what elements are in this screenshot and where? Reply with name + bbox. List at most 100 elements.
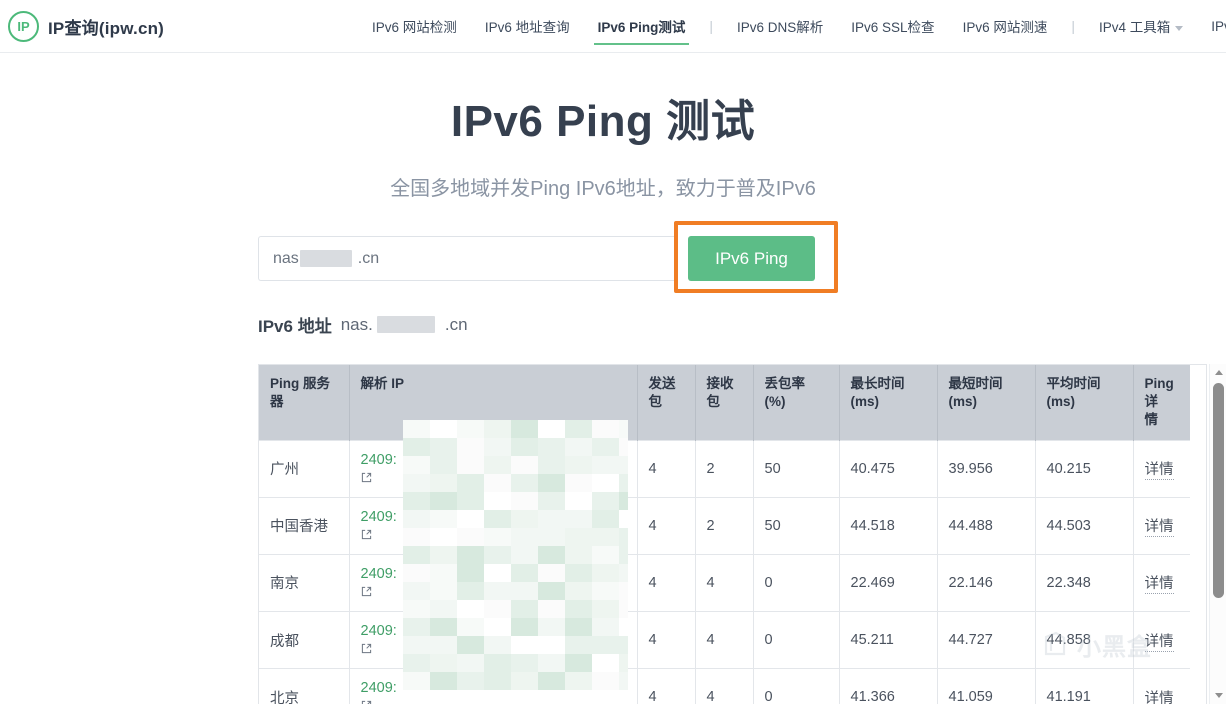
brand[interactable]: IP IP查询(ipw.cn)	[8, 10, 165, 42]
external-link-icon[interactable]	[361, 643, 372, 654]
column-header-0: Ping 服务器	[259, 365, 350, 441]
table-row: 南京 2409: 4 4 0 22.469 22.146 22.348 详情	[259, 553, 1190, 612]
scroll-down-arrow-icon[interactable]	[1210, 687, 1226, 704]
chevron-down-icon	[1175, 25, 1184, 31]
column-header-line1: 接收	[706, 376, 734, 391]
nav-item-label: IPv6 DNS解析	[737, 20, 824, 35]
resolved-ip-text[interactable]: 2409:	[360, 680, 397, 697]
resolved-address-prefix: nas.	[340, 314, 373, 334]
external-link-icon[interactable]	[361, 529, 372, 540]
nav-item-1[interactable]: IPv6 地址查询	[471, 11, 584, 41]
brand-name: IP查询(ipw.cn)	[48, 18, 165, 38]
resolved-ip-text[interactable]: 2409:	[360, 623, 397, 640]
column-header-3: 接收包	[695, 365, 754, 441]
table-head: Ping 服务器解析 IP 发送包接收包丢包率 (%) 最长时间 (ms) 最短时间 (ms…	[259, 365, 1190, 441]
nav-item-5[interactable]: IPv6 SSL检查	[837, 11, 948, 41]
cell-server: 广州	[259, 439, 350, 498]
detail-link[interactable]: 详情	[1144, 519, 1174, 538]
cell-max-time: 45.211	[839, 611, 938, 669]
cell-avg-time: 41.191	[1035, 668, 1134, 704]
scrollbar-thumb[interactable]	[1213, 383, 1224, 598]
table-vertical-scrollbar[interactable]	[1209, 364, 1226, 704]
cell-sent-packets: 4	[637, 668, 696, 704]
column-header-line2: 情	[1144, 412, 1159, 428]
cell-min-time: 44.727	[937, 611, 1036, 669]
table-row: 广州 2409: 4 2 50 40.475 39.956 40.215 详情	[259, 439, 1190, 498]
resolved-ip-text[interactable]: 2409:	[360, 508, 397, 525]
cell-packet-loss: 50	[753, 439, 840, 498]
detail-link[interactable]: 详情	[1144, 576, 1174, 595]
resolved-address-suffix: .cn	[444, 314, 468, 334]
cell-server: 中国香港	[259, 496, 350, 555]
detail-link[interactable]: 详情	[1144, 462, 1174, 481]
nav-item-label: IPv6 地址查询	[484, 20, 570, 35]
cell-sent-packets: 4	[637, 439, 696, 498]
detail-link[interactable]: 详情	[1144, 690, 1174, 704]
column-header-2: 发送包	[637, 365, 696, 441]
column-header-line2: (ms)	[850, 394, 880, 410]
nav-item-9[interactable]: IPv6	[1197, 14, 1226, 39]
table-header-row: Ping 服务器解析 IP 发送包接收包丢包率 (%) 最长时间 (ms) 最短时间 (ms…	[259, 365, 1190, 441]
external-link-icon[interactable]	[361, 586, 372, 597]
table-row: 中国香港 2409: 4 2 50 44.518 44.488 44.503 详情	[259, 496, 1190, 555]
cell-max-time: 40.475	[839, 439, 938, 498]
resolved-ip-text[interactable]: 2409:	[360, 451, 397, 468]
cell-server: 南京	[259, 553, 350, 612]
table-row: 北京 2409: 4 4 0 41.366 41.059 41.191 详情	[259, 668, 1190, 704]
ping-results-table-container: Ping 服务器解析 IP 发送包接收包丢包率 (%) 最长时间 (ms) 最短时间 (ms…	[258, 364, 1207, 704]
scroll-up-arrow-icon[interactable]	[1210, 364, 1226, 381]
column-header-4: 丢包率 (%)	[753, 365, 840, 441]
cell-server: 成都	[259, 611, 350, 669]
table-body: 广州 2409: 4 2 50 40.475 39.956 40.215 详情 中国香港 2409:…	[259, 439, 1190, 704]
cell-detail: 详情	[1133, 553, 1190, 612]
nav-item-4[interactable]: IPv6 DNS解析	[723, 11, 837, 41]
ip-logo-icon: IP	[8, 10, 39, 42]
cell-avg-time: 40.215	[1035, 439, 1134, 498]
column-header-line2: (ms)	[948, 394, 978, 410]
column-header-line2: 包	[648, 394, 663, 410]
cell-received-packets: 4	[695, 668, 754, 704]
column-header-7: 平均时间 (ms)	[1035, 365, 1134, 441]
nav-item-8[interactable]: IPv4 工具箱	[1085, 11, 1197, 41]
detail-link[interactable]: 详情	[1144, 633, 1174, 652]
nav-item-label: IPv6 网站测速	[962, 20, 1048, 35]
resolved-ip-text[interactable]: 2409:	[360, 565, 397, 582]
cell-packet-loss: 0	[753, 553, 840, 612]
cell-max-time: 41.366	[839, 668, 938, 704]
cell-packet-loss: 50	[753, 496, 840, 555]
cell-min-time: 22.146	[937, 553, 1036, 612]
cell-server: 北京	[259, 668, 350, 704]
cell-avg-time: 22.348	[1035, 553, 1134, 612]
resolved-address-label: IPv6 地址	[258, 317, 332, 336]
cell-packet-loss: 0	[753, 611, 840, 669]
column-header-line1: 平均时间	[1046, 376, 1101, 391]
domain-input-value-suffix: .cn	[357, 249, 380, 267]
column-header-line1: 最长时间	[850, 376, 905, 391]
cell-detail: 详情	[1133, 496, 1190, 555]
cell-detail: 详情	[1133, 611, 1190, 669]
column-header-line1: 最短时间	[948, 376, 1003, 391]
main-nav: IPv6 网站检测 IPv6 地址查询 IPv6 Ping测试 | IPv6 DNS解析…	[358, 11, 1226, 45]
search-row: nas .cn IPv6 Ping	[258, 236, 815, 281]
cell-resolved-ip: 2409:	[349, 611, 638, 669]
nav-item-0[interactable]: IPv6 网站检测	[358, 11, 471, 41]
cell-received-packets: 2	[695, 439, 754, 498]
nav-item-2[interactable]: IPv6 Ping测试	[584, 11, 700, 45]
cell-packet-loss: 0	[753, 668, 840, 704]
cell-avg-time: 44.503	[1035, 496, 1134, 555]
nav-item-label: IPv6 SSL检查	[851, 20, 935, 35]
nav-separator: |	[1071, 18, 1075, 34]
column-header-line2: 包	[706, 394, 721, 410]
column-header-line1: Ping 服务	[270, 376, 330, 391]
cell-detail: 详情	[1133, 668, 1190, 704]
nav-item-6[interactable]: IPv6 网站测速	[949, 11, 1062, 41]
cell-sent-packets: 4	[637, 611, 696, 669]
column-header-line1: 丢包率	[764, 376, 806, 391]
external-link-icon[interactable]	[361, 700, 372, 704]
column-header-line2: (ms)	[1046, 394, 1076, 410]
ipv6-ping-button[interactable]: IPv6 Ping	[688, 236, 815, 281]
domain-input[interactable]: nas .cn	[258, 236, 674, 281]
external-link-icon[interactable]	[361, 472, 372, 483]
nav-separator: |	[709, 18, 713, 34]
nav-item-label: IPv4 工具箱	[1098, 20, 1171, 35]
